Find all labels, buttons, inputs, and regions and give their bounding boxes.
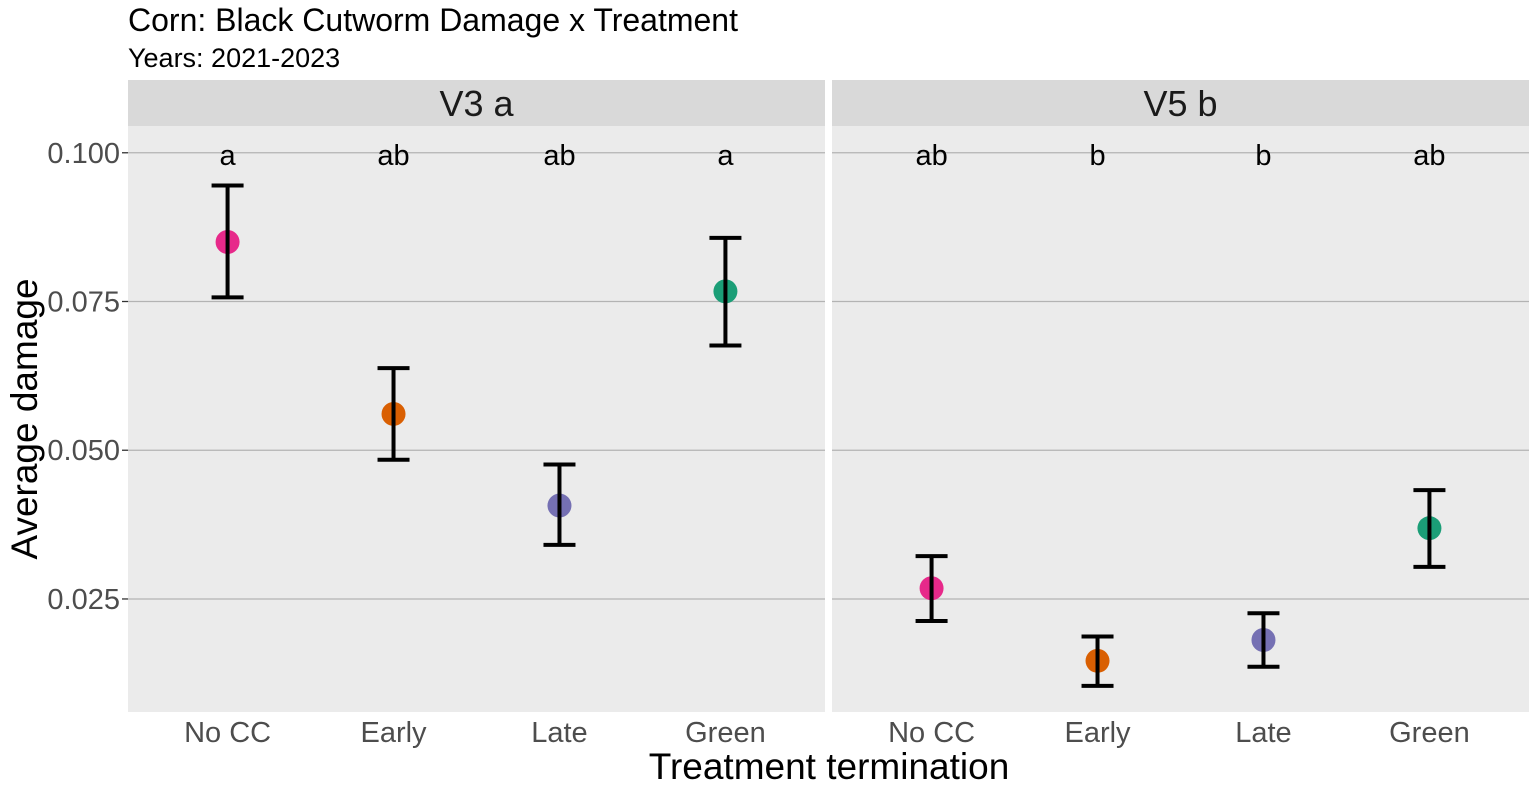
facet-strip bbox=[832, 80, 1529, 126]
y-axis-title: Average damage bbox=[4, 278, 45, 559]
x-tick-label: No CC bbox=[888, 717, 975, 749]
chart-subtitle: Years: 2021-2023 bbox=[128, 43, 340, 73]
y-tick-label: 0.025 bbox=[47, 584, 120, 616]
y-tick-label: 0.100 bbox=[47, 138, 120, 170]
significance-letter: a bbox=[717, 140, 734, 172]
y-axis: 0.025 0.050 0.075 0.100 bbox=[47, 138, 128, 616]
panel-background bbox=[832, 126, 1529, 712]
facet-panel: V5 b No CC Early Late Green ab b b ab bbox=[832, 80, 1529, 749]
significance-letter: ab bbox=[915, 140, 947, 172]
chart-title: Corn: Black Cutworm Damage x Treatment bbox=[128, 2, 738, 38]
x-tick-label: Late bbox=[531, 717, 587, 749]
significance-letter: a bbox=[220, 140, 237, 172]
significance-letter: b bbox=[1255, 140, 1271, 172]
facet-panels: V3 a No CC Early Late Green a ab ab a V5 b No CC Ea… bbox=[128, 80, 1529, 749]
y-tick-label: 0.050 bbox=[47, 435, 120, 467]
x-tick-label: Late bbox=[1235, 717, 1291, 749]
panel-background bbox=[128, 126, 825, 712]
x-tick-label: Early bbox=[360, 717, 427, 749]
facet-panel: V3 a No CC Early Late Green a ab ab a bbox=[128, 80, 825, 749]
significance-letter: b bbox=[1089, 140, 1105, 172]
facet-strip-label: V3 a bbox=[439, 83, 514, 124]
significance-letter: ab bbox=[377, 140, 409, 172]
x-tick-label: Green bbox=[1389, 717, 1470, 749]
significance-letter: ab bbox=[1413, 140, 1445, 172]
y-tick-label: 0.075 bbox=[47, 287, 120, 319]
x-tick-label: Early bbox=[1064, 717, 1131, 749]
x-tick-label: No CC bbox=[184, 717, 271, 749]
x-axis-title: Treatment termination bbox=[649, 746, 1010, 787]
facet-strip bbox=[128, 80, 825, 126]
x-tick-label: Green bbox=[685, 717, 766, 749]
facet-strip-label: V5 b bbox=[1143, 83, 1217, 124]
significance-letter: ab bbox=[543, 140, 575, 172]
